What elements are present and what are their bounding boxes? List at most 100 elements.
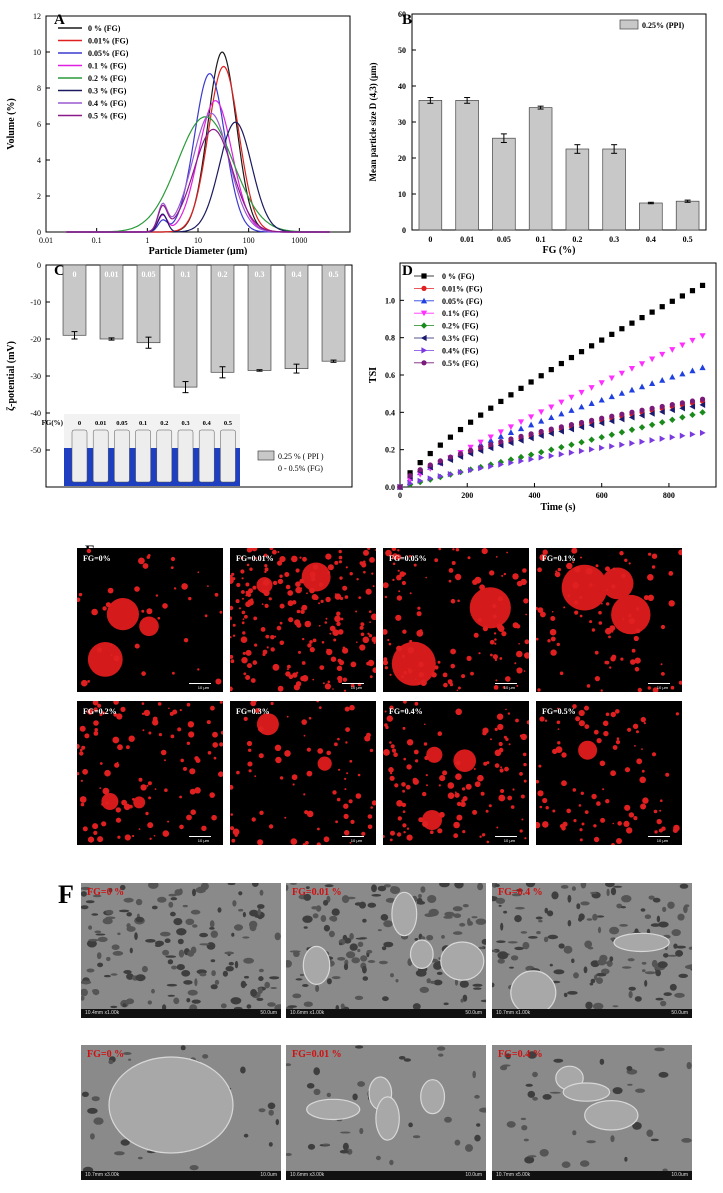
droplet [78, 592, 83, 597]
sem-pore [240, 1066, 246, 1074]
droplet [383, 749, 390, 756]
sem-particle [440, 941, 485, 981]
sem-pore [244, 975, 249, 979]
sem-pore [635, 1088, 646, 1093]
droplet [384, 710, 387, 713]
data-point [599, 415, 605, 421]
x-tick-label: 400 [528, 491, 540, 500]
data-point [699, 333, 706, 339]
droplet [362, 636, 370, 644]
scale-bar [648, 836, 670, 837]
sem-pore [357, 941, 364, 947]
droplet [402, 810, 406, 813]
sem-pore [509, 966, 514, 969]
droplet [187, 721, 195, 728]
sem-pore [644, 914, 652, 919]
sem-pore [240, 980, 247, 989]
droplet [126, 745, 130, 750]
y-tick-label: 0.8 [385, 334, 395, 343]
sem-pore [408, 1122, 413, 1128]
droplet [389, 775, 395, 781]
droplet [460, 801, 466, 807]
panel-label-d: D [402, 263, 413, 279]
sem-pore [477, 883, 484, 891]
sem-pore [542, 1094, 552, 1100]
sem-pore [420, 936, 426, 940]
droplet [594, 650, 599, 655]
sem-pore [520, 1117, 527, 1121]
droplet [299, 578, 305, 584]
droplet [342, 647, 349, 654]
droplet [371, 800, 376, 806]
data-point [618, 429, 626, 436]
sem-pore [230, 997, 242, 1005]
data-point [659, 408, 665, 415]
droplet [630, 659, 636, 665]
sem-pore [366, 949, 373, 954]
confocal-droplets [77, 548, 223, 687]
droplet [326, 750, 331, 756]
sem-pore [452, 906, 463, 912]
droplet [292, 783, 295, 786]
droplet [503, 572, 506, 576]
sem-pore [191, 999, 201, 1004]
droplet [557, 728, 560, 730]
droplet [372, 667, 376, 673]
data-point [497, 429, 504, 436]
droplet [479, 835, 482, 838]
droplet [92, 701, 99, 706]
droplet [334, 593, 337, 595]
data-point [679, 342, 686, 349]
data-point [498, 461, 504, 468]
droplet [251, 548, 258, 552]
data-point [538, 409, 545, 416]
droplet [292, 672, 298, 678]
sem-pore [187, 950, 195, 957]
droplet [296, 671, 299, 674]
droplet [104, 769, 111, 777]
sem-pore [385, 897, 396, 903]
sem-pore [395, 979, 399, 983]
sem-pore [656, 915, 661, 923]
droplet [157, 616, 161, 620]
droplet [339, 576, 343, 580]
vial [92, 429, 109, 483]
sem-pore [592, 1002, 604, 1010]
droplet [634, 745, 636, 747]
legend-entry: 0 % (FG) [88, 24, 121, 33]
droplet [473, 768, 476, 770]
data-point [467, 419, 474, 425]
droplet [325, 553, 332, 560]
droplet [653, 809, 658, 814]
sem-pore [420, 886, 426, 893]
data-point [619, 411, 625, 417]
droplet [285, 584, 291, 590]
data-point [608, 418, 615, 425]
droplet [304, 620, 312, 628]
droplet [573, 600, 579, 605]
droplet [272, 549, 277, 555]
droplet [402, 629, 407, 634]
droplet [390, 772, 393, 775]
confocal-label: FG=0.01% [236, 554, 274, 563]
bar [321, 264, 346, 362]
sem-pore [675, 950, 684, 957]
droplet [306, 770, 313, 777]
droplet [390, 830, 395, 836]
data-point [649, 410, 655, 417]
droplet [146, 784, 149, 787]
sem-pore [378, 960, 388, 965]
droplet [312, 564, 319, 570]
droplet [647, 594, 654, 601]
droplet [611, 843, 615, 845]
droplet [486, 840, 490, 844]
sem-pore [620, 906, 626, 909]
droplet [524, 652, 529, 659]
droplet [424, 723, 426, 726]
y-tick-label: -50 [30, 446, 41, 455]
droplet [633, 816, 638, 821]
droplet [146, 555, 150, 559]
droplet [180, 758, 184, 763]
sem-pore [167, 959, 174, 965]
droplet [391, 748, 397, 753]
